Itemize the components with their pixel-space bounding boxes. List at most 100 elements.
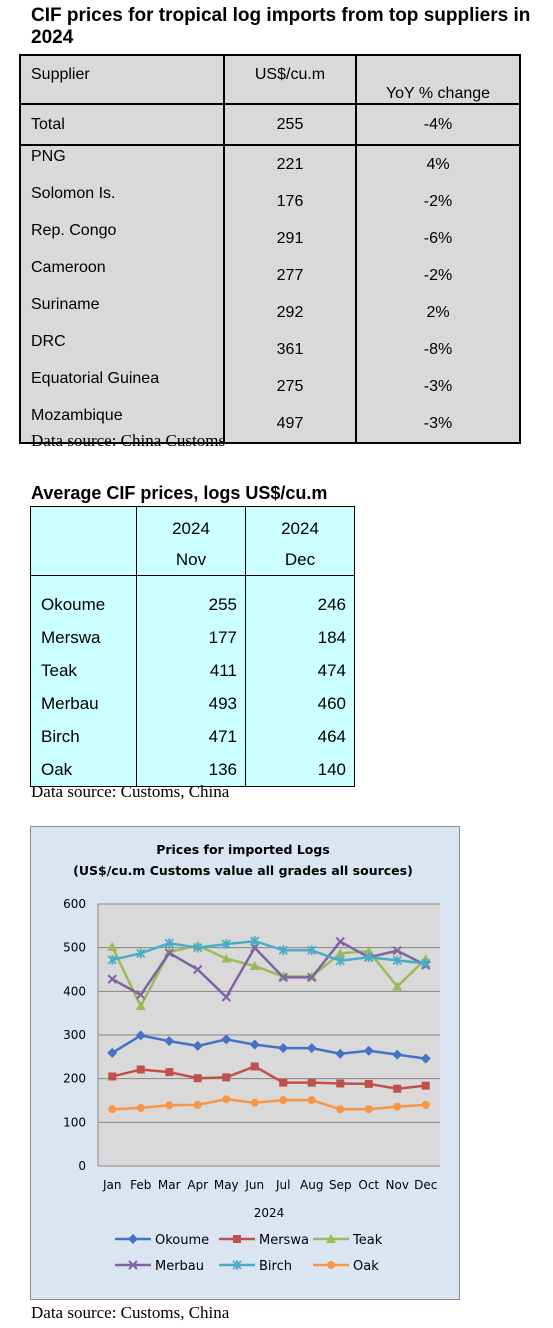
- header-price: US$/cu.m: [223, 54, 357, 105]
- supplier-price: 277: [276, 267, 304, 284]
- x-tick-label: Oct: [358, 1178, 379, 1192]
- data-point: [136, 948, 146, 959]
- table-row: Cameroon 277 -2%: [19, 257, 521, 294]
- legend-item: Okoume: [115, 1233, 209, 1248]
- y-tick-label: 400: [63, 984, 86, 998]
- supplier-name: Solomon Is.: [31, 185, 116, 202]
- series-merswa: [108, 1062, 430, 1093]
- average-cif-table: 2024 Nov 2024 Dec Okoume 255 246 Merswa …: [30, 506, 355, 787]
- data-point: [279, 1078, 288, 1087]
- x-tick-label: Mar: [158, 1178, 181, 1192]
- data-point: [278, 1043, 289, 1054]
- header-dec: 2024 Dec: [245, 506, 355, 576]
- chart-source: Data source: Customs, China: [31, 1303, 230, 1322]
- series-birch: [107, 936, 431, 969]
- nov-value: 411: [136, 654, 246, 687]
- data-point: [421, 958, 431, 969]
- data-point: [221, 1034, 232, 1045]
- data-point: [250, 1062, 259, 1071]
- data-point: [250, 1098, 259, 1107]
- data-point: [164, 948, 174, 958]
- table-row: Rep. Congo 291 -6%: [19, 220, 521, 257]
- data-point: [107, 1047, 118, 1058]
- chart-legend: Okoume Merswa Teak Merbau Birch Oak: [115, 1233, 383, 1274]
- data-point: [108, 1105, 117, 1114]
- header-month: Nov: [175, 550, 207, 569]
- table1-source: Data source: China Customs: [31, 431, 226, 450]
- series-line: [111, 1065, 426, 1090]
- supplier-price: 291: [276, 230, 304, 247]
- legend-label: Merbau: [155, 1259, 204, 1274]
- data-point: [164, 1036, 175, 1047]
- table2-source: Data source: Customs, China: [31, 782, 230, 801]
- data-point: [421, 1081, 430, 1090]
- data-point: [232, 1260, 242, 1270]
- data-point: [135, 1001, 146, 1011]
- table1-total-row: Total 255 -4%: [19, 104, 521, 146]
- data-point: [249, 1039, 260, 1050]
- supplier-yoy: -8%: [423, 341, 453, 358]
- data-point: [249, 961, 260, 971]
- data-point: [307, 972, 317, 983]
- table-row: Oak 136 140: [30, 753, 355, 787]
- species-name: Teak: [30, 654, 137, 687]
- x-tick-label: Jan: [102, 1178, 122, 1192]
- supplier-yoy: -3%: [423, 415, 453, 432]
- data-point: [335, 1048, 346, 1059]
- data-point: [193, 1074, 202, 1083]
- data-point: [192, 1040, 203, 1051]
- data-point: [136, 1065, 145, 1074]
- data-point: [165, 1101, 174, 1110]
- legend-item: Merbau: [115, 1259, 204, 1274]
- dec-value: 140: [245, 753, 355, 787]
- supplier-price: 497: [276, 415, 304, 432]
- table-row: Mozambique 497 -3%: [19, 405, 521, 444]
- table-row: Suriname 292 2%: [19, 294, 521, 331]
- x-tick-label: May: [214, 1178, 239, 1192]
- nov-value: 493: [136, 687, 246, 720]
- dec-value: 460: [245, 687, 355, 720]
- grid-lines: [97, 903, 440, 1167]
- data-point: [326, 1234, 336, 1243]
- header-supplier: Supplier: [19, 54, 225, 105]
- data-point: [336, 1105, 345, 1114]
- x-tick-label: Sep: [329, 1178, 352, 1192]
- dec-value: 474: [245, 654, 355, 687]
- data-point: [193, 942, 203, 953]
- table-row: PNG 221 4%: [19, 145, 521, 183]
- header-empty-cell: [30, 506, 137, 576]
- data-point: [393, 1084, 402, 1093]
- data-point: [107, 974, 117, 984]
- supplier-price: 221: [276, 156, 304, 173]
- series-group: [107, 936, 431, 1114]
- data-point: [222, 1073, 231, 1082]
- total-label: Total: [19, 104, 225, 146]
- header-year: 2024: [281, 519, 319, 538]
- y-tick-label: 500: [63, 941, 86, 955]
- supplier-yoy: -6%: [423, 230, 453, 247]
- data-point: [327, 1261, 335, 1269]
- supplier-yoy: 2%: [426, 304, 450, 321]
- x-tick-label: Jun: [244, 1178, 264, 1192]
- x-tick-label: Jul: [275, 1178, 290, 1192]
- data-point: [107, 954, 117, 965]
- series-line: [111, 939, 427, 1000]
- data-point: [193, 1100, 202, 1109]
- x-tick-label: Aug: [300, 1178, 323, 1192]
- data-point: [392, 1049, 403, 1060]
- data-point: [364, 952, 374, 963]
- series-line: [111, 1034, 426, 1060]
- data-point: [306, 1043, 317, 1054]
- legend-label: Okoume: [155, 1233, 209, 1248]
- supplier-yoy: -3%: [423, 378, 453, 395]
- total-yoy: -4%: [355, 104, 521, 146]
- table-row: Solomon Is. 176 -2%: [19, 183, 521, 220]
- data-point: [335, 955, 345, 966]
- data-point: [392, 946, 402, 956]
- legend-label: Oak: [353, 1259, 379, 1274]
- legend-label: Merswa: [259, 1233, 309, 1248]
- dec-value: 184: [245, 621, 355, 654]
- header-month: Dec: [284, 550, 316, 569]
- x-axis-ticks: Jan Feb Mar Apr May Jun Jul Aug Sep Oct Nov Dec: [102, 1178, 437, 1192]
- legend-item: Teak: [313, 1233, 383, 1248]
